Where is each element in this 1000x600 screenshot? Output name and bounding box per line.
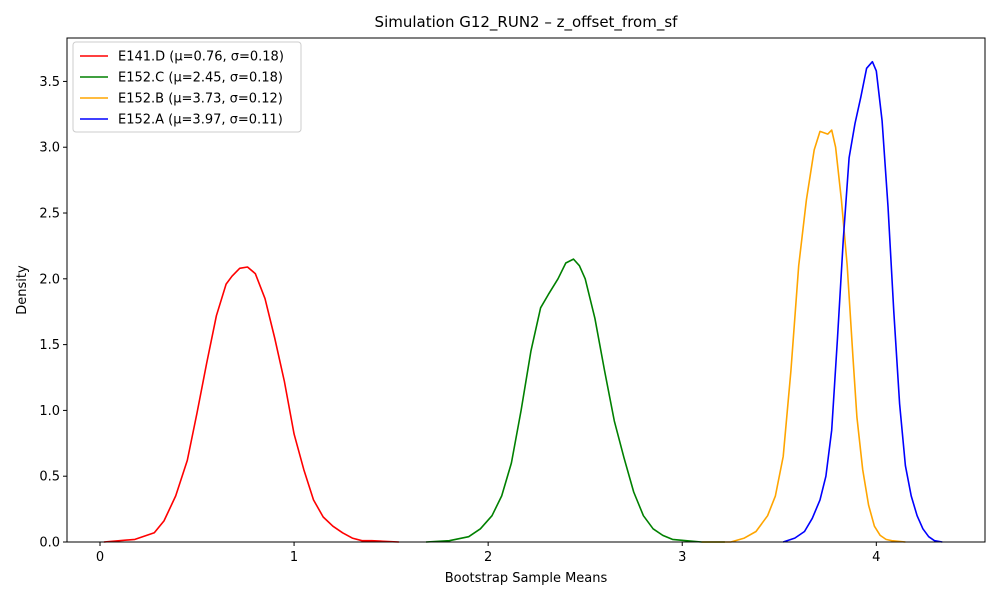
legend-box bbox=[72, 41, 302, 133]
x-tick-label: 0 bbox=[96, 550, 104, 565]
y-axis: 0.0 0.5 1.0 1.5 2.0 2.5 3.0 3.5 bbox=[39, 75, 67, 551]
legend-label-2: E152.B (μ=3.73, σ=0.12) bbox=[118, 92, 283, 107]
plot-area bbox=[103, 60, 943, 543]
y-axis-label: Density bbox=[15, 265, 30, 315]
series-line-2 bbox=[701, 129, 906, 543]
y-tick-label: 3.0 bbox=[39, 141, 60, 156]
x-tick-label: 3 bbox=[678, 550, 686, 565]
x-axis: 0 1 2 3 4 bbox=[96, 542, 880, 565]
x-tick-label: 1 bbox=[290, 550, 298, 565]
series-line-3 bbox=[782, 60, 943, 543]
x-tick-label: 4 bbox=[872, 550, 880, 565]
axes-frame bbox=[66, 37, 986, 543]
series-line-1 bbox=[425, 258, 725, 543]
y-tick-label: 2.5 bbox=[39, 207, 60, 222]
x-tick-label: 2 bbox=[484, 550, 492, 565]
legend-label-0: E141.D (μ=0.76, σ=0.18) bbox=[118, 50, 284, 65]
series-line-0 bbox=[103, 266, 399, 543]
chart-title: Simulation G12_RUN2 – z_offset_from_sf bbox=[375, 13, 679, 32]
y-tick-label: 0.0 bbox=[39, 536, 60, 551]
y-tick-label: 1.0 bbox=[39, 404, 60, 419]
legend-label-3: E152.A (μ=3.97, σ=0.11) bbox=[118, 113, 283, 128]
legend: E141.D (μ=0.76, σ=0.18) E152.C (μ=2.45, σ… bbox=[72, 41, 302, 133]
y-tick-label: 3.5 bbox=[39, 75, 60, 90]
x-axis-label: Bootstrap Sample Means bbox=[445, 571, 608, 586]
legend-label-1: E152.C (μ=2.45, σ=0.18) bbox=[118, 71, 283, 86]
y-tick-label: 2.0 bbox=[39, 272, 60, 287]
y-tick-label: 0.5 bbox=[39, 470, 60, 485]
y-tick-label: 1.5 bbox=[39, 338, 60, 353]
